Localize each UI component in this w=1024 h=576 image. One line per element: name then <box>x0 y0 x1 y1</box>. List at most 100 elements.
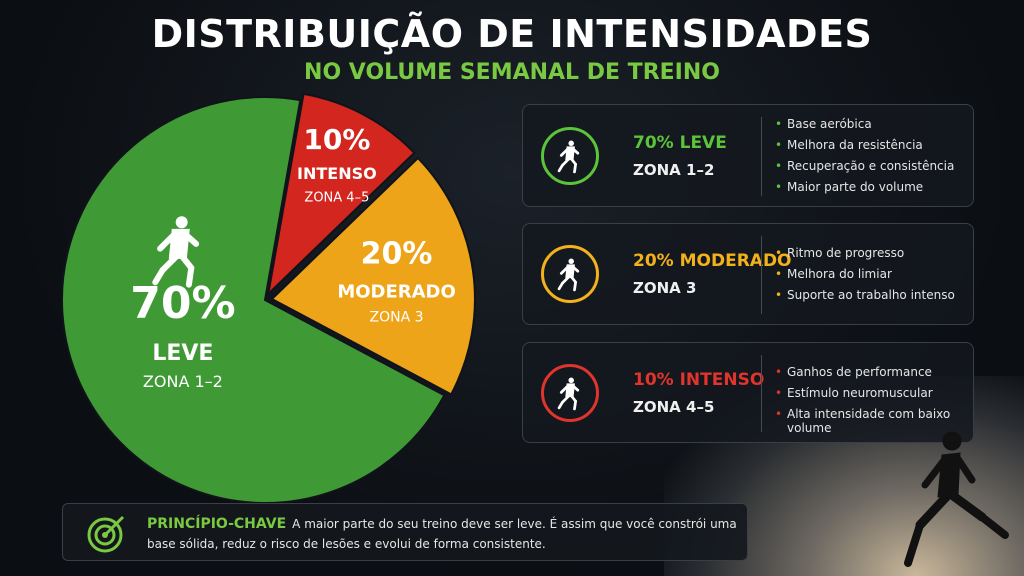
card-title: 70% LEVE <box>633 132 727 153</box>
card-zone: ZONA 3 <box>633 279 697 297</box>
runner-icon <box>557 377 580 410</box>
runner-limb <box>557 281 564 291</box>
runner-head <box>568 140 574 146</box>
pie-slice <box>61 96 446 504</box>
card-divider <box>761 355 762 432</box>
bullet-dot: • <box>775 117 783 131</box>
bullet-dot: • <box>775 180 783 194</box>
bullet-item: • Melhora do limiar <box>775 267 965 281</box>
runner-limb <box>157 231 178 252</box>
runner-limb <box>557 163 564 172</box>
runner-limb <box>559 146 570 157</box>
bullet-dot: • <box>775 138 783 152</box>
runner-limb <box>573 162 577 173</box>
icon-ring <box>541 363 599 422</box>
runner-head <box>175 216 188 229</box>
bullet-item: • Base aeróbica <box>775 117 965 131</box>
bullet-dot: • <box>775 267 783 281</box>
bullet-list: • Ganhos de performance • Estímulo neuromus… <box>775 365 965 442</box>
bullet-item: • Ritmo de progresso <box>775 246 965 260</box>
runner-icon <box>152 216 200 288</box>
runner-limb <box>571 383 580 392</box>
pie-slice <box>270 156 476 396</box>
principle-body: A maior parte do seu treino deve ser lev… <box>147 517 737 551</box>
runner-limb <box>571 146 580 155</box>
bullet-text: Ganhos de performance <box>787 365 932 379</box>
runner-limb <box>152 267 166 286</box>
runner-limb <box>561 393 571 404</box>
runner-limb <box>571 265 580 273</box>
runner-icon <box>557 258 580 292</box>
runner-limb <box>185 264 195 288</box>
runner-limb <box>561 275 571 285</box>
card-title: 10% INTENSO <box>633 369 765 390</box>
runner-icon <box>557 140 580 173</box>
bullet-dot: • <box>775 159 783 173</box>
info-card: 70% LEVE ZONA 1–2 • Base aeróbica • Melhora d… <box>522 104 974 207</box>
icon-ring <box>541 245 599 303</box>
runner-head <box>568 377 574 383</box>
bullet-text: Ritmo de progresso <box>787 246 905 260</box>
bullet-text: Suporte ao trabalho intenso <box>787 288 955 302</box>
slice-category-label: MODERADO <box>337 282 456 303</box>
card-zone: ZONA 4–5 <box>633 397 715 416</box>
bullet-item: • Ganhos de performance <box>775 365 965 379</box>
bullet-item: • Estímulo neuromuscular <box>775 386 965 400</box>
runner-limb <box>573 399 577 410</box>
runner-limb <box>561 156 571 167</box>
slice-category-label: INTENSO <box>297 164 377 183</box>
bullet-item: • Suporte ao trabalho intenso <box>775 288 965 302</box>
bullet-text: Melhora da resistência <box>787 138 923 152</box>
bullet-list: • Ritmo de progresso • Melhora do limiar • Su… <box>775 246 965 309</box>
icon-svg <box>557 140 580 173</box>
pie-slice <box>266 92 416 297</box>
bullet-text: Maior parte do volume <box>787 180 924 194</box>
slice-zone-label: ZONA 1–2 <box>143 372 223 391</box>
bullet-dot: • <box>775 386 783 400</box>
bullet-text: Base aeróbica <box>787 117 872 131</box>
runner-limb <box>182 231 200 247</box>
title: DISTRIBUIÇÃO DE INTENSIDADES <box>151 12 873 56</box>
slice-zone-label: ZONA 4–5 <box>304 190 369 205</box>
slice-zone-label: ZONA 3 <box>370 310 424 326</box>
icon-svg <box>557 258 580 292</box>
slice-category-label: LEVE <box>152 341 213 366</box>
subtitle: NO VOLUME SEMANAL DE TREINO <box>304 60 720 85</box>
bullet-item: • Maior parte do volume <box>775 180 965 194</box>
runner-head <box>568 258 574 265</box>
slice-value-label: 10% <box>303 123 370 156</box>
info-card: 10% INTENSO ZONA 4–5 • Ganhos de performanc… <box>522 342 974 443</box>
icon-ring <box>541 126 599 185</box>
principle-box: PRINCÍPIO-CHAVE A maior parte do seu trei… <box>62 503 748 561</box>
card-zone: ZONA 1–2 <box>633 160 715 179</box>
card-divider <box>761 236 762 314</box>
runner-limb <box>559 265 570 275</box>
bullet-item: • Alta intensidade com baixo volume <box>775 407 965 435</box>
runner-limb <box>557 400 564 409</box>
runner-silhouette <box>904 431 1009 567</box>
bullet-dot: • <box>775 288 783 302</box>
bullet-text: Melhora do limiar <box>787 267 892 281</box>
bullet-item: • Melhora da resistência <box>775 138 965 152</box>
bullet-list: • Base aeróbica • Melhora da resistência • Re… <box>775 117 965 201</box>
bullet-dot: • <box>775 407 783 421</box>
card-title: 20% MODERADO <box>633 251 792 271</box>
bullet-text: Alta intensidade com baixo volume <box>787 407 951 435</box>
bullet-text: Estímulo neuromuscular <box>787 386 933 400</box>
runner-limb <box>159 252 180 274</box>
principle-title: PRINCÍPIO-CHAVE <box>147 516 287 532</box>
bullet-item: • Recuperação e consistência <box>775 159 965 173</box>
bullet-dot: • <box>775 246 783 260</box>
slice-value-label: 70% <box>130 278 235 329</box>
icon-svg <box>557 377 580 410</box>
bullet-text: Recuperação e consistência <box>787 159 955 173</box>
principle-text: PRINCÍPIO-CHAVE A maior parte do seu trei… <box>147 514 737 554</box>
target-icon <box>87 515 125 553</box>
info-card: 20% MODERADO ZONA 3 • Ritmo de progresso • Me… <box>522 223 974 325</box>
runner-limb <box>559 383 570 394</box>
card-divider <box>761 117 762 196</box>
slice-value-label: 20% <box>361 237 433 272</box>
runner-limb <box>573 280 577 292</box>
